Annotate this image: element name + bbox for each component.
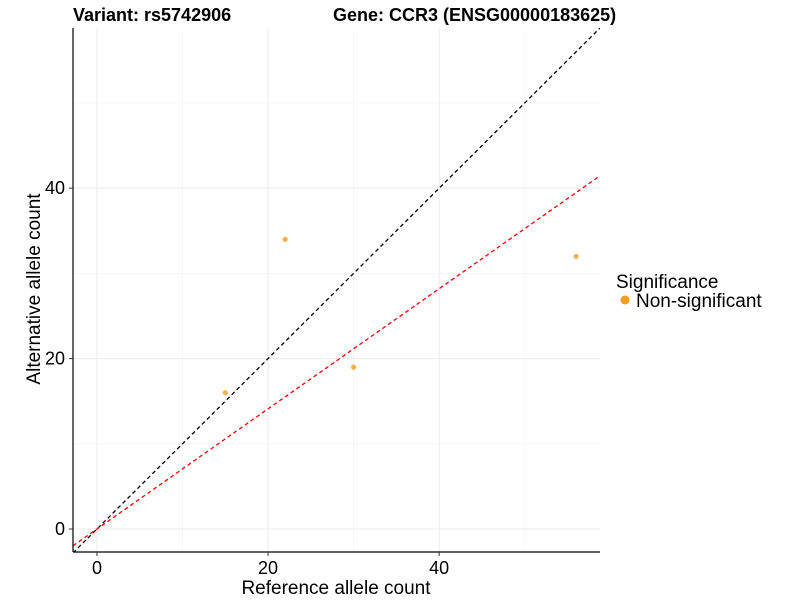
y-axis-title: Alternative allele count — [24, 193, 45, 385]
data-point — [351, 364, 357, 370]
data-points — [222, 236, 579, 396]
tick-labels: 0 20 40 0 20 40 — [45, 178, 449, 578]
y-tick-label: 0 — [55, 519, 65, 539]
axes — [72, 28, 600, 553]
data-point — [573, 253, 579, 259]
x-tick-label: 0 — [92, 558, 102, 578]
data-point — [222, 390, 228, 396]
fit-line — [73, 175, 600, 547]
data-point — [282, 236, 288, 242]
chart-title-gene: Gene: CCR3 (ENSG00000183625) — [333, 5, 616, 25]
y-tick-label: 20 — [45, 349, 65, 369]
legend-label-non-significant: Non-significant — [636, 291, 762, 312]
x-axis-title: Reference allele count — [241, 578, 431, 599]
legend: Significance Non-significant — [616, 272, 762, 312]
x-tick-label: 40 — [429, 558, 449, 578]
reference-lines — [73, 28, 600, 552]
chart-title-variant: Variant: rs5742906 — [73, 5, 231, 25]
x-tick-label: 20 — [258, 558, 278, 578]
identity-line — [73, 28, 600, 552]
legend-title: Significance — [616, 272, 718, 293]
grid — [73, 28, 600, 552]
y-tick-label: 40 — [45, 178, 65, 198]
legend-marker — [620, 295, 630, 305]
